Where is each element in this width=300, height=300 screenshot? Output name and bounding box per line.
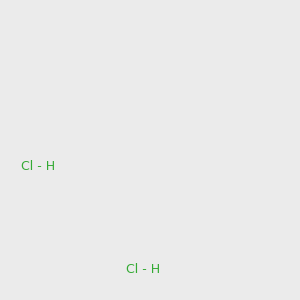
Text: Cl - H: Cl - H	[126, 263, 160, 276]
Text: Cl - H: Cl - H	[21, 160, 55, 172]
